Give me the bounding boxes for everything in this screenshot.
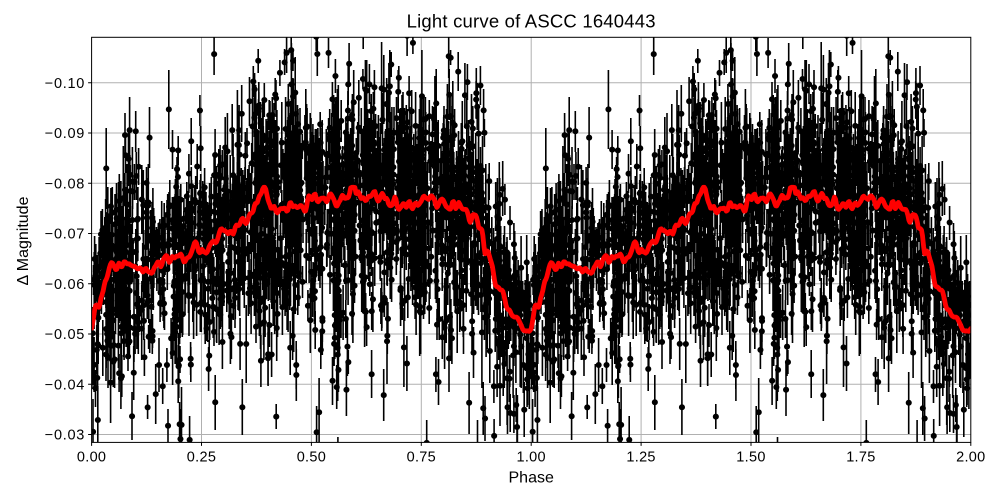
svg-text:2.00: 2.00 — [956, 450, 985, 466]
svg-text:−0.10: −0.10 — [45, 76, 85, 92]
svg-text:1.50: 1.50 — [736, 450, 765, 466]
svg-text:0.75: 0.75 — [407, 450, 436, 466]
svg-text:Light curve of ASCC 1640443: Light curve of ASCC 1640443 — [407, 11, 656, 32]
svg-text:−0.06: −0.06 — [45, 277, 85, 293]
svg-text:−0.08: −0.08 — [45, 176, 85, 192]
svg-text:Δ Magnitude: Δ Magnitude — [15, 196, 32, 285]
svg-text:−0.07: −0.07 — [45, 227, 85, 243]
svg-text:1.75: 1.75 — [846, 450, 875, 466]
svg-text:0.00: 0.00 — [77, 450, 106, 466]
svg-text:0.25: 0.25 — [187, 450, 216, 466]
svg-text:−0.09: −0.09 — [45, 126, 85, 142]
svg-text:−0.05: −0.05 — [45, 327, 85, 343]
svg-text:0.50: 0.50 — [297, 450, 326, 466]
svg-text:−0.04: −0.04 — [45, 377, 85, 393]
svg-text:Phase: Phase — [509, 470, 554, 487]
svg-text:1.00: 1.00 — [516, 450, 545, 466]
svg-text:1.25: 1.25 — [626, 450, 655, 466]
svg-text:−0.03: −0.03 — [45, 428, 85, 444]
